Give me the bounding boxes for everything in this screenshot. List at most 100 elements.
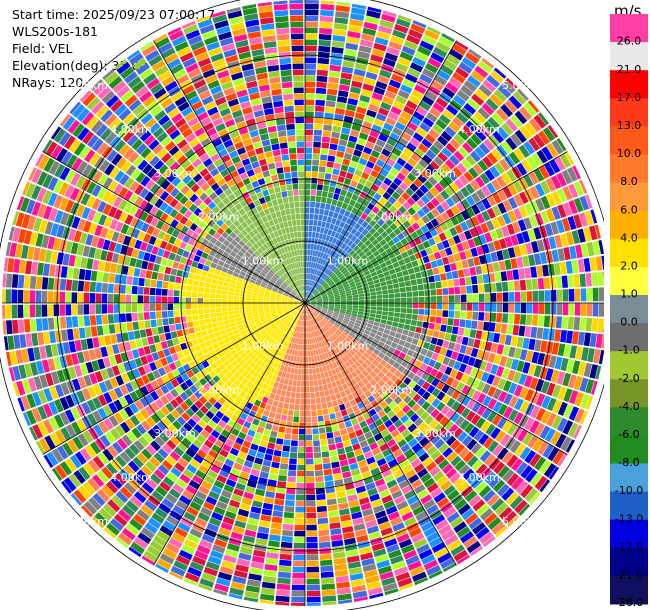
ray-gate	[381, 333, 389, 339]
ray-gate	[310, 300, 317, 302]
ray-gate	[406, 349, 415, 357]
ray-gate	[84, 269, 92, 281]
ray-gate	[167, 310, 174, 318]
ray-gate	[268, 329, 274, 335]
ray-gate	[327, 310, 334, 314]
ray-gate	[368, 235, 376, 243]
ray-gate	[465, 512, 479, 525]
ray-gate	[45, 372, 54, 387]
ray-gate	[332, 551, 346, 559]
ray-gate	[327, 292, 333, 296]
ray-gate	[290, 355, 294, 362]
ray-gate	[264, 564, 278, 571]
ray-gate	[272, 455, 281, 463]
ray-gate	[256, 451, 265, 459]
ray-gate	[388, 298, 395, 303]
ray-gate	[305, 314, 307, 321]
ray-gate	[68, 473, 82, 488]
ray-gate	[266, 351, 273, 358]
ray-gate	[231, 400, 240, 409]
ray-gate	[151, 327, 159, 336]
ray-gate	[328, 407, 335, 414]
ray-gate	[192, 438, 203, 449]
ray-gate	[312, 289, 317, 294]
ray-gate	[86, 338, 94, 350]
ray-gate	[513, 194, 524, 207]
ray-gate	[542, 127, 556, 142]
ray-gate	[526, 291, 533, 302]
ray-gate	[331, 217, 337, 225]
ray-gate	[545, 208, 556, 222]
ray-gate	[557, 401, 568, 416]
ray-gate	[144, 499, 157, 512]
ray-gate	[316, 304, 323, 307]
ray-gate	[359, 465, 370, 474]
ray-gate	[327, 329, 333, 336]
ray-gate	[465, 154, 477, 166]
ray-gate	[454, 310, 461, 319]
ray-gate	[240, 312, 247, 317]
ray-gate	[235, 482, 246, 491]
ray-gate	[343, 531, 355, 540]
ray-gate	[400, 334, 408, 341]
ray-gate	[562, 420, 574, 435]
ray-gate	[275, 349, 281, 356]
ray-gate	[163, 325, 170, 333]
ray-gate	[381, 392, 389, 400]
ray-gate	[160, 395, 170, 405]
ray-gate	[352, 308, 359, 311]
ray-gate	[318, 33, 332, 41]
ray-gate	[538, 290, 545, 302]
ray-gate	[383, 163, 393, 172]
ppi-rays	[2, 0, 604, 606]
ray-gate	[386, 320, 393, 326]
ray-gate	[279, 553, 292, 561]
ray-gate	[337, 336, 343, 343]
ray-gate	[376, 306, 383, 311]
ray-gate	[525, 242, 534, 255]
ray-gate	[567, 216, 577, 230]
ray-gate	[554, 156, 566, 171]
ray-gate	[170, 378, 180, 388]
ray-gate	[131, 295, 138, 303]
ray-gate	[445, 271, 453, 280]
ray-gate	[541, 410, 552, 424]
ray-gate	[98, 381, 108, 394]
ray-gate	[92, 516, 105, 529]
ray-gate	[477, 392, 487, 404]
ray-gate	[508, 409, 519, 422]
ray-gate	[548, 328, 556, 341]
ray-gate	[288, 342, 292, 349]
ray-gate	[373, 383, 381, 391]
ray-gate	[329, 256, 334, 263]
ray-gate	[276, 583, 291, 591]
ray-gate	[279, 377, 285, 384]
ray-gate	[554, 234, 563, 248]
ray-gate	[392, 337, 400, 344]
ray-gate	[453, 253, 461, 262]
ray-gate	[249, 322, 256, 328]
ray-gate	[490, 293, 497, 302]
ray-gate	[464, 365, 473, 375]
ray-gate	[523, 102, 537, 117]
ray-gate	[372, 206, 380, 214]
ray-gate	[493, 89, 507, 103]
ray-gate	[369, 227, 377, 235]
ray-gate	[286, 335, 291, 341]
ray-gate	[42, 318, 49, 331]
ray-gate	[166, 471, 178, 483]
ray-gate	[112, 344, 120, 355]
ray-gate	[285, 320, 290, 326]
ray-gate	[404, 448, 414, 458]
ray-gate	[194, 381, 203, 390]
ray-gate	[314, 343, 318, 350]
ray-gate	[81, 505, 93, 518]
ray-gate	[277, 571, 291, 579]
ray-gate	[234, 520, 246, 529]
ray-gate	[403, 418, 414, 428]
ray-gate	[461, 240, 470, 251]
ray-gate	[369, 288, 376, 293]
ray-gate	[502, 313, 509, 323]
ray-gate	[253, 549, 266, 558]
ray-gate	[294, 350, 298, 356]
